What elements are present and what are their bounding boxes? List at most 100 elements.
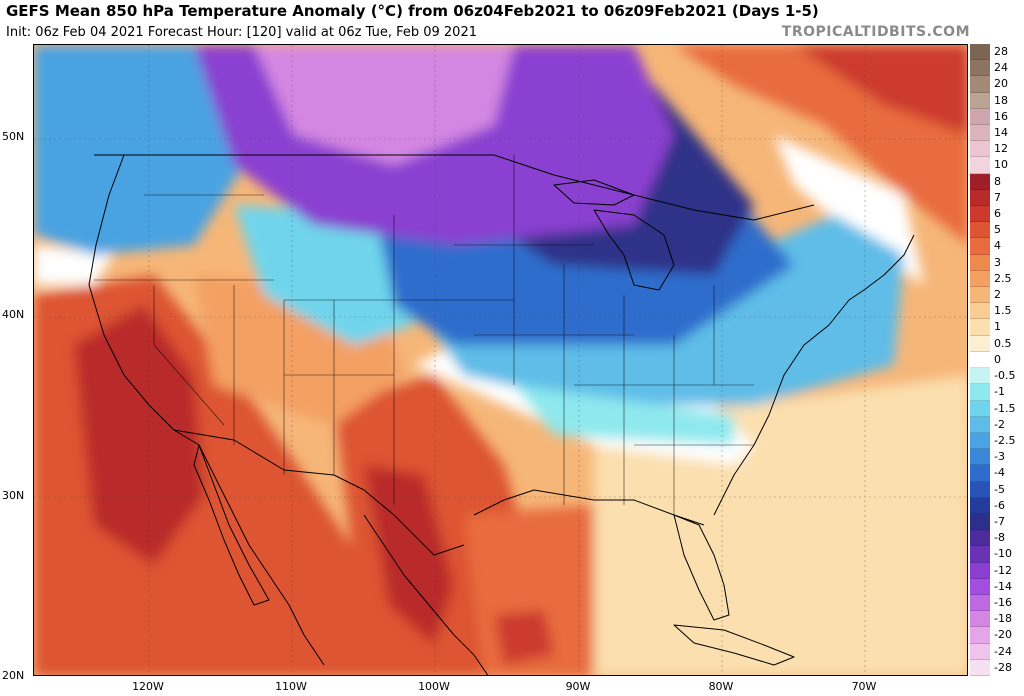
lat-label-50n: 50N (2, 130, 25, 143)
colorbar-swatch (970, 157, 990, 174)
lon-label-90w: 90W (565, 680, 591, 693)
east-coastline (713, 234, 915, 516)
colorbar-swatch (970, 432, 990, 450)
colorbar-label: 24 (994, 61, 1008, 75)
colorbar-label: 0.5 (994, 336, 1012, 350)
colorbar-swatch (970, 449, 990, 466)
colorbar-entry: -24 (970, 643, 1024, 660)
colorbar-label: 1 (994, 320, 1001, 334)
colorbar-swatch (970, 400, 990, 417)
colorbar-entry: 1 (970, 319, 1024, 336)
colorbar-entry: 12 (970, 141, 1024, 158)
colorbar-entry: -3 (970, 449, 1024, 466)
colorbar-label: -7 (994, 514, 1005, 528)
colorbar-entry: -20 (970, 627, 1024, 644)
lon-label-110w: 110W (275, 680, 307, 693)
colorbar-label: 8 (994, 174, 1001, 188)
colorbar-entry: 3 (970, 254, 1024, 271)
colorbar-label: 16 (994, 109, 1008, 123)
colorbar-label: 28 (994, 45, 1008, 58)
colorbar-swatch (970, 351, 990, 369)
us-canada-border (94, 154, 815, 221)
colorbar-label: 10 (994, 158, 1008, 172)
graticule (34, 45, 967, 675)
colorbar-entry: 0 (970, 351, 1024, 369)
colorbar-swatch (970, 238, 990, 255)
colorbar-label: -24 (994, 644, 1012, 658)
colorbar-swatch (970, 254, 990, 271)
warm-mexico-core (364, 465, 454, 645)
colorbar-label: -1.5 (994, 401, 1016, 415)
colorbar-swatch (970, 578, 990, 595)
colorbar-entry: -7 (970, 513, 1024, 531)
state-borders (94, 155, 754, 515)
great-lakes-outline (593, 209, 675, 291)
colorbar-entry: -8 (970, 530, 1024, 547)
colorbar-entry: -2.5 (970, 432, 1024, 450)
colorbar-swatch (970, 335, 990, 352)
colorbar-entry: -1.5 (970, 400, 1024, 417)
lon-label-100w: 100W (418, 680, 450, 693)
colorbar-label: -4 (994, 466, 1005, 480)
colorbar-label: 2.5 (994, 271, 1012, 285)
colorbar-label: -5 (994, 482, 1005, 496)
colorbar-label: 14 (994, 126, 1008, 140)
colorbar-entry: -12 (970, 562, 1024, 579)
colorbar-swatch (970, 627, 990, 644)
colorbar-swatch (970, 497, 990, 514)
us-mexico-border (173, 429, 465, 556)
colorbar-swatch (970, 222, 990, 239)
colorbar-swatch (970, 546, 990, 563)
colorbar-entry: 20 (970, 76, 1024, 93)
map-panel (33, 44, 968, 676)
anomaly-map (34, 45, 967, 675)
colorbar-label: -8 (994, 531, 1005, 545)
map-title: GEFS Mean 850 hPa Temperature Anomaly (°… (6, 2, 819, 20)
colorbar-swatch (970, 643, 990, 660)
state-border-lines-east (454, 155, 754, 515)
colorbar-label: -2 (994, 417, 1005, 431)
colorbar-entry: 6 (970, 206, 1024, 223)
colorbar-label: 0 (994, 352, 1001, 366)
colorbar-entry: -0.5 (970, 368, 1024, 385)
colorbar-swatch (970, 60, 990, 77)
colorbar-entry: -16 (970, 594, 1024, 612)
west-coastline (88, 154, 325, 666)
gulf-of-mexico-coast (473, 489, 705, 526)
lake-superior-outline (553, 179, 635, 206)
colorbar-label: 6 (994, 207, 1001, 221)
colorbar-label: -3 (994, 450, 1005, 464)
map-subtitle: Init: 06z Feb 04 2021 Forecast Hour: [12… (6, 25, 477, 40)
colorbar-label: 4 (994, 239, 1001, 253)
florida-peninsula (673, 514, 730, 621)
lat-label-20n: 20N (2, 669, 25, 682)
colorbar-swatch (970, 92, 990, 109)
colorbar-swatch (970, 173, 990, 190)
colorbar-swatch (970, 513, 990, 531)
colorbar-swatch (970, 189, 990, 207)
source-watermark: TROPICALTIDBITS.COM (781, 24, 970, 40)
colorbar-entry: -6 (970, 497, 1024, 514)
colorbar-entry: 18 (970, 92, 1024, 109)
colorbar-label: 18 (994, 93, 1008, 107)
colorbar-swatch (970, 368, 990, 385)
colorbar-swatch (970, 287, 990, 304)
colorbar-swatch (970, 594, 990, 612)
colorbar-entry: -18 (970, 611, 1024, 628)
colorbar-label: -10 (994, 547, 1012, 561)
lat-label-40n: 40N (2, 308, 25, 321)
colorbar-label: 12 (994, 142, 1008, 156)
cuba-outline (673, 624, 795, 666)
colorbar-swatch (970, 481, 990, 498)
warm-pacific-core (74, 305, 204, 565)
colorbar-entry: 10 (970, 157, 1024, 174)
lon-label-80w: 80W (708, 680, 734, 693)
colorbar-swatch (970, 76, 990, 93)
colorbar-swatch (970, 465, 990, 482)
colorbar-entry: 0.5 (970, 335, 1024, 352)
colorbar-swatch (970, 206, 990, 223)
colorbar-label: 3 (994, 255, 1001, 269)
colorbar-label: 7 (994, 190, 1001, 204)
colorbar-swatch (970, 303, 990, 320)
colorbar-swatch (970, 659, 990, 676)
